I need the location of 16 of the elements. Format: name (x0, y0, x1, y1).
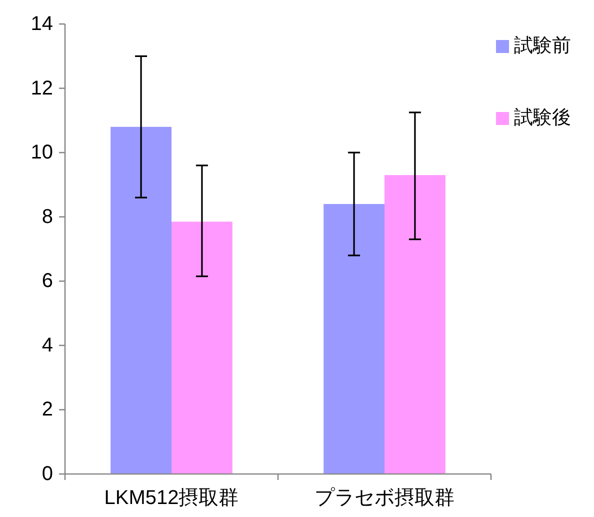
x-tick-label: LKM512摂取群 (104, 487, 239, 509)
y-tick-label: 2 (42, 398, 53, 421)
bar (110, 126, 172, 474)
bar (172, 222, 232, 474)
y-tick-label: 4 (42, 334, 53, 356)
y-tick-label: 8 (42, 206, 53, 228)
legend-label: 試験前 (514, 36, 571, 56)
y-tick-label: 6 (42, 270, 53, 292)
x-tick-label: プラセボ摂取群 (314, 487, 454, 509)
y-tick-label: 10 (30, 142, 53, 164)
y-tick-label: 0 (42, 463, 53, 485)
y-tick-label: 14 (30, 13, 53, 35)
y-tick-label: 12 (30, 77, 53, 100)
bar (384, 175, 446, 474)
bar (324, 204, 384, 474)
legend-label: 試験後 (514, 108, 571, 128)
